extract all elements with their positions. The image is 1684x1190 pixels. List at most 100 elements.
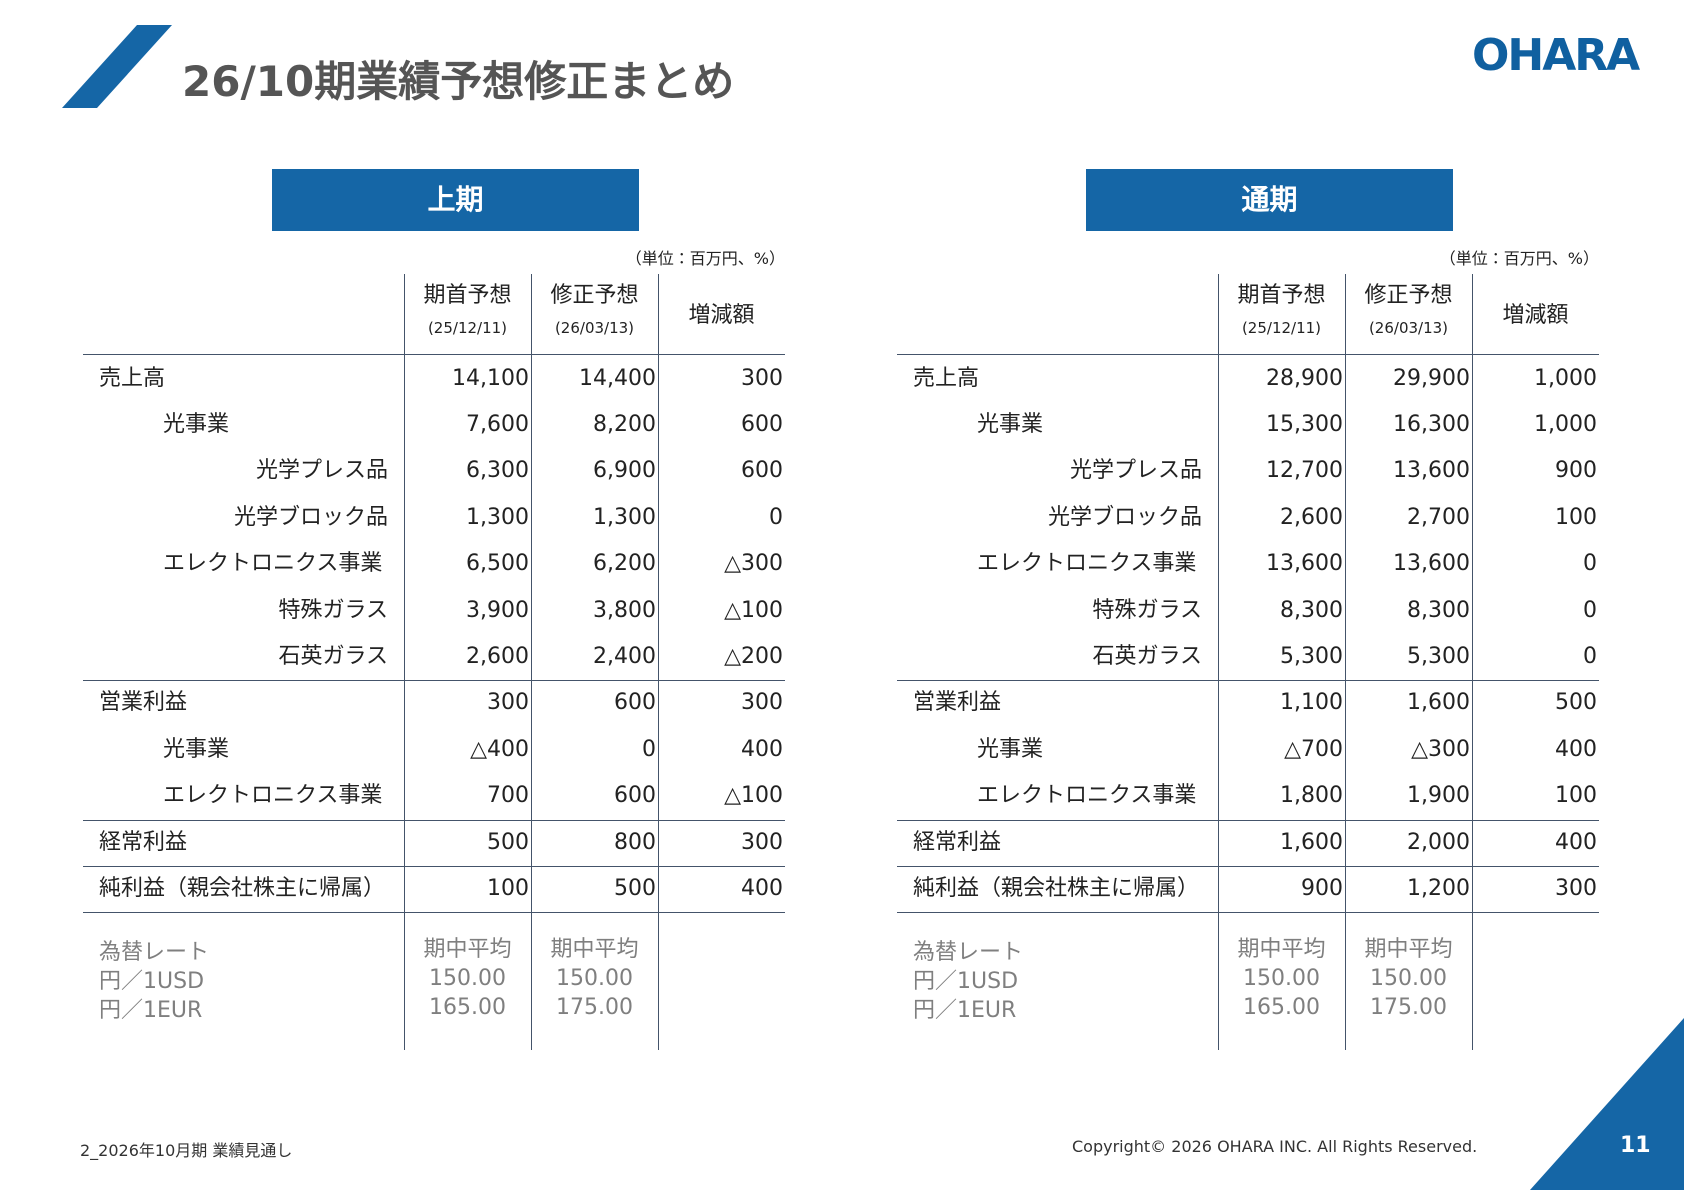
value: 13,600 (1393, 551, 1470, 577)
value: 1,200 (1407, 875, 1470, 901)
value: 2,700 (1407, 504, 1470, 530)
value: △100 (724, 597, 783, 623)
column-rule (1472, 274, 1473, 1050)
group-rule (83, 680, 785, 682)
value: 500 (487, 829, 529, 855)
value: 400 (1555, 829, 1597, 855)
value: 300 (741, 829, 783, 855)
value: △400 (470, 736, 529, 762)
value: 1,000 (1534, 411, 1597, 437)
value: 2,600 (1280, 504, 1343, 530)
value: 12,700 (1266, 458, 1343, 484)
row-label: 光学プレス品 (1069, 458, 1202, 484)
value: 300 (741, 690, 783, 716)
row-label: 特殊ガラス (1092, 597, 1202, 623)
value: 0 (1583, 597, 1597, 623)
value: 28,900 (1266, 365, 1343, 391)
row-label: エレクトロニクス事業 (163, 783, 383, 809)
value: 6,300 (466, 458, 529, 484)
fx-rate: 150.00 (1243, 966, 1320, 991)
value: △200 (724, 643, 783, 669)
value: 6,900 (593, 458, 656, 484)
value: 15,300 (1266, 411, 1343, 437)
column-date: (25/12/11) (1241, 319, 1322, 337)
column-rule (531, 274, 532, 1050)
group-rule (83, 819, 785, 821)
value: 600 (614, 690, 656, 716)
fx-rate: 165.00 (1243, 995, 1320, 1020)
value: 0 (1583, 643, 1597, 669)
value: 5,300 (1280, 643, 1343, 669)
row-label: 光事業 (163, 411, 230, 437)
fx-rate: 150.00 (556, 966, 633, 991)
value: 1,800 (1280, 783, 1343, 809)
row-label: エレクトロニクス事業 (163, 551, 383, 577)
fx-label: 為替レート (913, 940, 1024, 965)
value: 6,500 (466, 551, 529, 577)
value: 13,600 (1393, 458, 1470, 484)
value: 1,100 (1280, 690, 1343, 716)
group-rule (83, 865, 785, 867)
column-label: 増減額 (1502, 303, 1569, 328)
value: 0 (769, 504, 783, 530)
row-label: 光学プレス品 (255, 458, 388, 484)
value: △700 (1284, 736, 1343, 762)
value: 500 (614, 875, 656, 901)
title-accent (62, 25, 172, 108)
row-label: 石英ガラス (278, 643, 388, 669)
column-rule (1345, 274, 1346, 1050)
value: △300 (1411, 736, 1470, 762)
value: 16,300 (1393, 411, 1470, 437)
row-label: 特殊ガラス (278, 597, 388, 623)
value: 1,900 (1407, 783, 1470, 809)
fx-label: 円／1EUR (913, 998, 1017, 1023)
table-heading: 上期 (272, 169, 639, 231)
value: 100 (487, 875, 529, 901)
group-rule (897, 819, 1599, 821)
value: 8,300 (1407, 597, 1470, 623)
value: 1,600 (1280, 829, 1343, 855)
value: 900 (1301, 875, 1343, 901)
fx-label: 円／1USD (99, 969, 205, 994)
header-rule (897, 354, 1599, 355)
fx-label: 円／1EUR (99, 998, 203, 1023)
group-rule (897, 912, 1599, 914)
corner-accent (1530, 1018, 1684, 1190)
row-label: 光事業 (977, 736, 1044, 762)
fx-rate: 165.00 (429, 995, 506, 1020)
value: 0 (1583, 551, 1597, 577)
value: 100 (1555, 783, 1597, 809)
value: 400 (1555, 736, 1597, 762)
fx-rate: 150.00 (1370, 966, 1447, 991)
value: 1,300 (593, 504, 656, 530)
value: 800 (614, 829, 656, 855)
value: 5,300 (1407, 643, 1470, 669)
row-label: エレクトロニクス事業 (977, 551, 1197, 577)
column-rule (404, 274, 405, 1050)
value: 8,300 (1280, 597, 1343, 623)
column-label: 期首予想 (423, 283, 512, 308)
row-label: 光学ブロック品 (1047, 504, 1202, 530)
value: 400 (741, 736, 783, 762)
fx-heading: 期中平均 (1237, 937, 1326, 962)
fx-label: 円／1USD (913, 969, 1019, 994)
page-number: 11 (1620, 1133, 1651, 1158)
value: 400 (741, 875, 783, 901)
value: △100 (724, 783, 783, 809)
column-label: 修正予想 (1364, 283, 1453, 308)
value: 8,200 (593, 411, 656, 437)
column-rule (658, 274, 659, 1050)
value: 1,600 (1407, 690, 1470, 716)
column-label: 期首予想 (1237, 283, 1326, 308)
fx-rate: 175.00 (1370, 995, 1447, 1020)
value: 300 (487, 690, 529, 716)
unit-note: （単位：百万円、%） (1439, 249, 1599, 268)
logo: OHARA (1472, 30, 1640, 81)
value: 3,900 (466, 597, 529, 623)
row-label: 経常利益 (913, 829, 1002, 855)
slide-title: 26/10期業績予想修正まとめ (182, 57, 735, 106)
group-rule (83, 912, 785, 914)
value: 14,100 (452, 365, 529, 391)
